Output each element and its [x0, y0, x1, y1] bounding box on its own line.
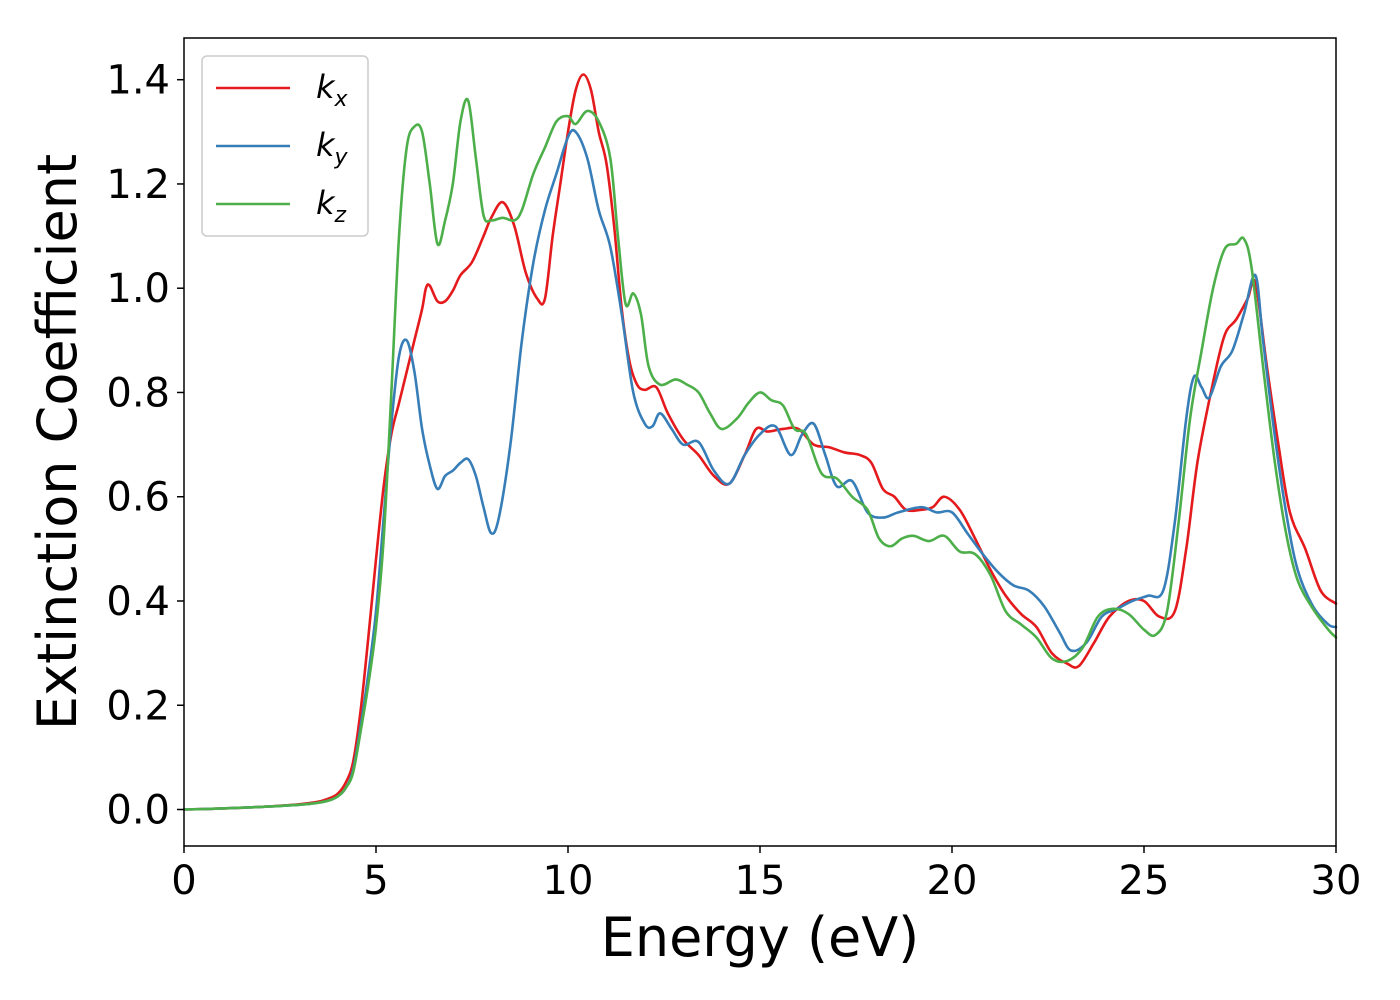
- y-tick-label: 0.2: [106, 683, 170, 729]
- x-axis: 0 5 10 15 20 25 30: [171, 846, 1361, 904]
- x-tick-label: 10: [543, 858, 594, 904]
- y-tick-label: 1.2: [106, 162, 170, 208]
- legend-label-kx: kx: [316, 68, 349, 112]
- plot-background: [184, 38, 1336, 846]
- series-line-kz: [182, 97, 1338, 811]
- y-tick-label: 0.8: [106, 370, 170, 416]
- x-tick-label: 30: [1311, 858, 1362, 904]
- x-tick-label: 25: [1119, 858, 1170, 904]
- x-tick-label: 20: [927, 858, 978, 904]
- y-tick-label: 1.0: [106, 266, 170, 312]
- x-axis-title: Energy (eV): [601, 906, 920, 969]
- series-line-ky: [182, 128, 1338, 811]
- y-tick-label: 1.4: [106, 58, 170, 104]
- legend: kx ky kz: [201, 55, 369, 237]
- x-tick-label: 15: [735, 858, 786, 904]
- y-axis: 0.0 0.2 0.4 0.6 0.8 1.0 1.2 1.4: [106, 58, 184, 834]
- y-axis-title: Extinction Coefficient: [26, 154, 89, 730]
- legend-label-kz: kz: [316, 184, 347, 228]
- y-tick-label: 0.0: [106, 788, 170, 834]
- x-tick-label: 5: [363, 858, 388, 904]
- legend-label-ky: ky: [316, 126, 349, 170]
- series-layer: [182, 73, 1338, 811]
- x-tick-label: 0: [171, 858, 196, 904]
- y-tick-label: 0.4: [106, 579, 170, 625]
- y-tick-label: 0.6: [106, 475, 170, 521]
